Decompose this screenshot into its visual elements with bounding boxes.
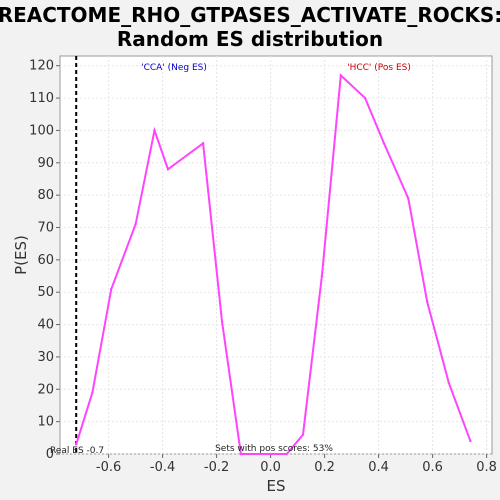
y-tick-label: 60 [37,253,54,268]
x-tick-label: -0.2 [204,460,229,475]
es-data-point [285,452,288,456]
y-tick-label: 70 [37,220,54,235]
es-data-point [201,142,205,145]
x-tick-label: 0.2 [314,460,335,475]
es-data-point [320,274,324,278]
es-data-point [339,74,342,77]
es-data-point [153,129,156,132]
es-data-point [91,391,94,394]
y-tick-label: 50 [37,285,54,300]
x-axis-label: ES [267,477,286,495]
y-axis-label: P(ES) [12,235,30,275]
es-data-point [134,223,137,226]
x-tick-label: 0.6 [422,460,443,475]
real-es-label: Real ES -0.7 [50,446,104,456]
es-data-points [75,74,472,456]
es-data-point [166,168,170,171]
x-tick-label: -0.4 [150,460,175,475]
y-tick-label: 100 [29,123,54,138]
x-tick-label: 0.0 [260,460,281,475]
es-data-point [239,452,243,456]
y-tick-label: 120 [29,59,54,74]
es-data-point [447,381,450,385]
es-data-point [220,320,224,323]
y-tick-label: 30 [37,350,54,365]
pos-scores-label: Sets with pos scores: 53% [215,444,333,454]
es-data-point [407,197,410,200]
y-tick-label: 10 [37,415,54,430]
es-data-point [382,142,386,145]
y-tick-label: 90 [37,156,54,171]
x-tick-label: 0.8 [476,460,497,475]
y-tick-label: 110 [29,91,54,106]
x-tick-label: -0.6 [96,460,121,475]
es-data-point [110,287,113,291]
y-tick-label: 20 [37,382,54,397]
plot-area [59,55,493,455]
y-tick-label: 40 [37,318,54,333]
es-data-point [75,443,78,446]
y-tick-label: 0 [46,447,54,462]
x-tick-label: 0.4 [368,460,389,475]
y-tick-label: 80 [37,188,54,203]
chart-title-line1: REACTOME_RHO_GTPASES_ACTIVATE_ROCKS: [0,3,500,27]
axis-ticks: 0 10 20 30 40 50 60 70 80 90 100 110 120 -0.6 -0.4 -0.2… [29,59,497,475]
pos-es-label: 'HCC' (Pos ES) [347,63,411,73]
es-data-point [301,433,305,436]
es-data-point [426,300,429,304]
chart-title-line2: Random ES distribution [117,27,383,51]
neg-es-label: 'CCA' (Neg ES) [141,63,207,73]
es-data-point [469,439,472,443]
es-data-point [363,96,367,100]
